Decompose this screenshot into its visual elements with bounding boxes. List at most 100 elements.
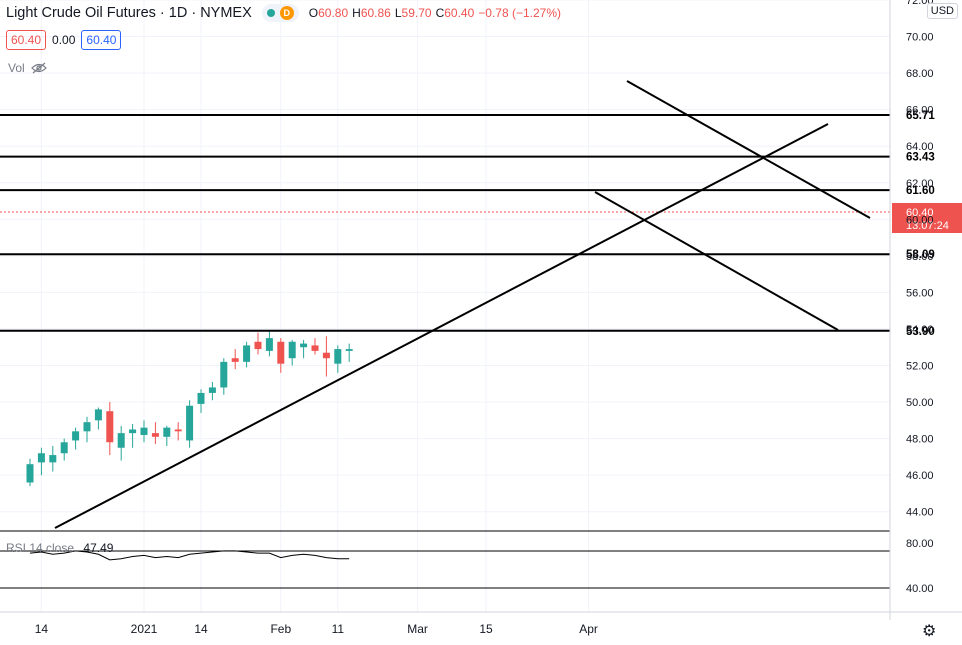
y-tick-label: 72.00 <box>906 0 934 7</box>
delayed-badge: D <box>279 6 294 20</box>
y-tick-label: 56.00 <box>906 287 934 299</box>
plot-background <box>0 0 890 530</box>
volume-label: Vol <box>8 61 25 75</box>
y-tick-label: 50.00 <box>906 397 934 409</box>
level-label-bg <box>892 106 942 123</box>
candle-body <box>140 427 148 435</box>
gear-icon[interactable]: ⚙ <box>922 623 937 640</box>
level-label-bg <box>892 182 942 199</box>
buy-price[interactable]: 60.40 <box>81 30 122 50</box>
trendline <box>626 80 871 219</box>
x-tick-label: Apr <box>579 622 598 636</box>
y-tick-label: 60.00 <box>906 214 934 226</box>
candle-body <box>208 387 216 393</box>
y-tick-label: 64.00 <box>906 141 934 153</box>
price-boxes: 60.40 0.00 60.40 <box>6 30 122 50</box>
trendlines <box>54 80 871 529</box>
ohlc-key: L <box>394 6 402 20</box>
candle-body <box>322 352 330 359</box>
ohlc-key: O <box>308 6 319 20</box>
candle-body <box>94 409 102 421</box>
level-label: 65.71 <box>906 110 935 122</box>
level-label: 63.43 <box>906 152 935 164</box>
trendline <box>594 191 839 331</box>
candle-body <box>220 361 228 388</box>
candle-body <box>231 358 239 362</box>
last-price-label: 60.40 <box>906 207 934 219</box>
rsi-tick-label: 80.00 <box>906 538 934 550</box>
candle-body <box>254 341 262 350</box>
ohlc-value: 60.80 <box>318 6 349 20</box>
legend-header: Light Crude Oil Futures · 1D · NYMEX D O… <box>6 3 565 23</box>
ohlc-values: O60.80 H60.86 L59.70 C60.40 −0.78 (−1.27%) <box>309 6 565 20</box>
x-tick-label: Feb <box>270 622 291 636</box>
candle-body <box>72 431 80 441</box>
candle-body <box>83 422 91 432</box>
y-tick-label: 58.00 <box>906 251 934 263</box>
countdown-label: 13:07:24 <box>906 220 949 232</box>
status-pill[interactable]: D <box>261 4 299 22</box>
ohlc-key: C <box>435 6 445 20</box>
sell-price[interactable]: 60.40 <box>6 30 47 50</box>
ohlc-value: 60.86 <box>360 6 391 20</box>
x-tick-label: 15 <box>479 622 493 636</box>
volume-legend: Vol <box>8 61 47 75</box>
y-tick-label: 52.00 <box>906 361 934 373</box>
candle-body <box>311 345 319 351</box>
level-label-bg <box>892 322 942 339</box>
candle-body <box>300 343 308 348</box>
trendline <box>54 123 829 529</box>
chart-grid <box>0 0 890 612</box>
x-tick-label: 14 <box>35 622 49 636</box>
level-label-bg <box>892 148 942 165</box>
candle-body <box>49 455 57 463</box>
level-label: 58.09 <box>906 249 935 261</box>
candle-body <box>288 341 296 359</box>
candle-body <box>151 433 159 437</box>
rsi-tick-label: 40.00 <box>906 583 934 595</box>
y-tick-label: 68.00 <box>906 68 934 80</box>
candles <box>26 330 353 487</box>
candle-body <box>243 345 251 362</box>
symbol-title[interactable]: Light Crude Oil Futures · 1D · NYMEX <box>6 5 252 21</box>
x-tick-label: Mar <box>407 622 428 636</box>
candle-body <box>117 433 125 448</box>
x-tick-label: 11 <box>332 622 345 636</box>
market-open-icon <box>266 9 275 17</box>
candle-body <box>60 442 68 454</box>
spread: 0.00 <box>52 33 76 47</box>
last-price-tag <box>892 203 962 233</box>
y-tick-label: 44.00 <box>906 507 934 519</box>
candle-body <box>334 349 342 364</box>
time-axis: 14 2021 14 Feb 11 Mar 15 Apr <box>0 611 962 636</box>
level-label: 61.60 <box>906 185 935 197</box>
x-tick-label: 14 <box>194 622 208 636</box>
candle-body <box>197 392 205 404</box>
x-tick-label: 2021 <box>131 622 158 636</box>
candle-body <box>106 411 114 443</box>
y-tick-label: 66.00 <box>906 105 934 117</box>
candle-body <box>163 427 171 437</box>
candle-body <box>345 349 353 351</box>
y-tick-label: 46.00 <box>906 470 934 482</box>
y-tick-label: 54.00 <box>906 324 934 336</box>
rsi-label: RSI 14 close <box>6 541 75 555</box>
level-label: 53.90 <box>906 326 935 338</box>
candle-body <box>174 429 182 432</box>
ohlc-key: H <box>352 6 361 20</box>
price-axis: 44.00 46.00 48.00 50.00 52.00 54.00 56.00 58.00… <box>889 0 934 620</box>
ohlc-value: −0.78 (−1.27%) <box>478 6 562 20</box>
eye-hidden-icon[interactable] <box>30 62 47 74</box>
currency-label[interactable]: USD <box>926 3 958 19</box>
candle-body <box>277 341 285 364</box>
level-label-bg <box>892 246 942 263</box>
ohlc-value: 59.70 <box>401 6 432 20</box>
ohlc-value: 60.40 <box>444 6 475 20</box>
candle-body <box>37 453 45 463</box>
candle-body <box>186 405 194 441</box>
candle-body <box>26 464 34 483</box>
candle-body <box>265 338 273 351</box>
rsi-line <box>29 550 350 561</box>
